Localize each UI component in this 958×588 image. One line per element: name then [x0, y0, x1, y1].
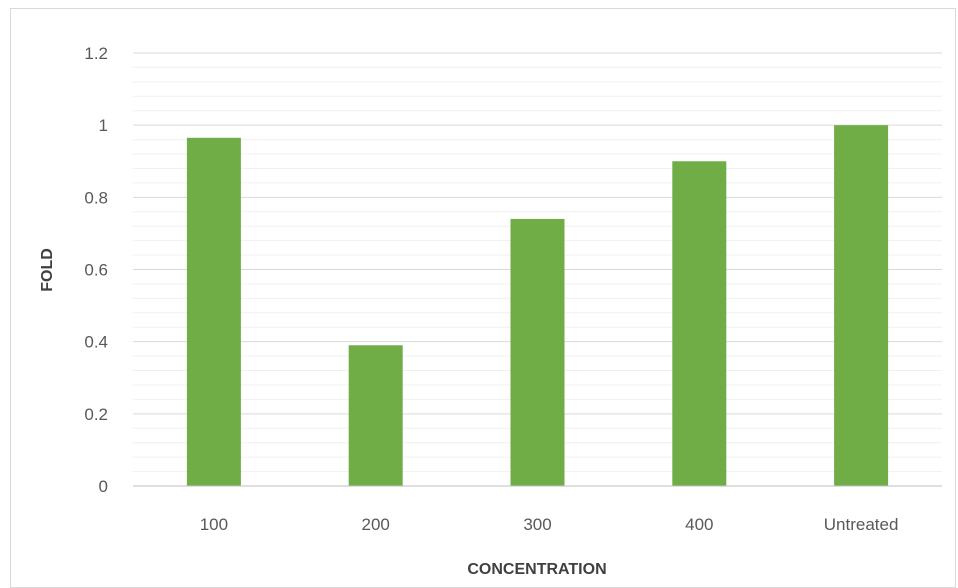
- y-tick-label: 0: [99, 477, 108, 496]
- x-tick-label: 100: [200, 515, 228, 534]
- bar-100: [186, 137, 241, 486]
- y-tick-label: 0.6: [84, 261, 108, 280]
- bar-untreated: [834, 125, 889, 487]
- bar-200: [348, 345, 403, 486]
- x-tick-label: 400: [685, 515, 713, 534]
- bar-400: [672, 161, 727, 486]
- x-tick-label: 200: [362, 515, 390, 534]
- x-tick-labels: 100 200 300 400 Untreated: [200, 515, 899, 534]
- y-tick-label: 0.8: [84, 188, 108, 207]
- y-tick-label: 0.4: [84, 333, 108, 352]
- bar-series: [186, 125, 889, 487]
- x-tick-label: Untreated: [824, 515, 899, 534]
- x-tick-label: 300: [523, 515, 551, 534]
- y-tick-labels: 0 0.2 0.4 0.6 0.8 1 1.2: [84, 44, 108, 496]
- bar-300: [510, 218, 565, 486]
- y-tick-label: 1.2: [84, 44, 108, 63]
- y-tick-label: 0.2: [84, 405, 108, 424]
- y-tick-label: 1: [99, 116, 108, 135]
- y-axis-title: FOLD: [39, 248, 56, 292]
- x-axis-title: CONCENTRATION: [467, 561, 606, 578]
